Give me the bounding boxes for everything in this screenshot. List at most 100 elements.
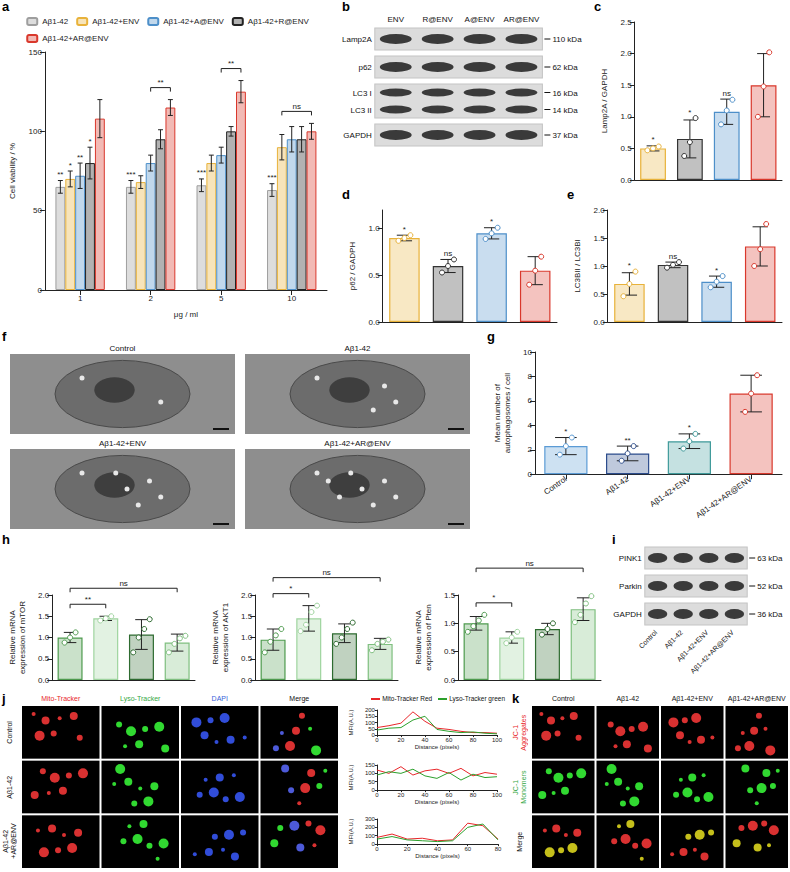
svg-text:40: 40 <box>422 792 429 798</box>
svg-text:1.0: 1.0 <box>241 633 253 642</box>
svg-text:100: 100 <box>28 127 42 136</box>
svg-text:20: 20 <box>398 737 405 743</box>
svg-text:Aβ1-42: Aβ1-42 <box>604 474 631 497</box>
svg-text:LC3 II: LC3 II <box>350 106 371 115</box>
svg-text:80: 80 <box>495 846 502 852</box>
svg-text:*: * <box>715 266 718 275</box>
svg-text:0: 0 <box>528 470 533 479</box>
svg-text:1.0: 1.0 <box>444 619 456 628</box>
svg-text:1.0: 1.0 <box>620 112 632 121</box>
svg-text:110 kDa: 110 kDa <box>552 35 582 44</box>
svg-text:LC3 I: LC3 I <box>353 89 372 98</box>
svg-text:ns: ns <box>723 89 731 98</box>
svg-text:Relative mRNA: Relative mRNA <box>211 610 220 665</box>
svg-text:0.0: 0.0 <box>368 318 380 327</box>
svg-text:Aβ1-42+ENV: Aβ1-42+ENV <box>92 17 140 26</box>
svg-text:**: ** <box>57 170 63 179</box>
svg-text:*: * <box>490 217 493 226</box>
svg-text:0.5: 0.5 <box>620 144 632 153</box>
svg-text:ns: ns <box>444 249 452 258</box>
svg-text:10: 10 <box>523 348 532 357</box>
svg-text:Aβ1-42+ENV: Aβ1-42+ENV <box>99 439 147 448</box>
svg-text:0: 0 <box>375 846 379 852</box>
svg-text:2.0: 2.0 <box>241 591 253 600</box>
svg-text:80: 80 <box>470 792 477 798</box>
svg-text:0.5: 0.5 <box>444 647 456 656</box>
svg-text:0.0: 0.0 <box>593 318 605 327</box>
svg-text:MFI(A.U.): MFI(A.U.) <box>348 710 354 736</box>
svg-text:10: 10 <box>287 294 296 303</box>
svg-text:Control: Control <box>110 344 136 353</box>
svg-text:Relative mRNA: Relative mRNA <box>8 610 17 665</box>
svg-text:60: 60 <box>446 737 453 743</box>
svg-text:200: 200 <box>365 825 376 831</box>
svg-text:40: 40 <box>434 846 441 852</box>
svg-text:150: 150 <box>365 713 376 719</box>
svg-text:150: 150 <box>365 762 376 768</box>
svg-text:16 kDa: 16 kDa <box>552 89 578 98</box>
svg-text:62 kDa: 62 kDa <box>552 63 578 72</box>
svg-text:p62 / GADPH: p62 / GADPH <box>348 242 357 291</box>
svg-text:1.5: 1.5 <box>38 612 50 621</box>
svg-text:0.5: 0.5 <box>593 290 605 299</box>
svg-text:60: 60 <box>464 846 471 852</box>
svg-text:*: * <box>688 423 691 432</box>
svg-text:expression of Pten: expression of Pten <box>424 604 433 670</box>
svg-text:2.0: 2.0 <box>593 206 605 215</box>
svg-text:*: * <box>688 108 691 117</box>
svg-text:Mean number of: Mean number of <box>493 383 502 442</box>
svg-text:expression of AKT1: expression of AKT1 <box>221 602 230 672</box>
svg-text:100: 100 <box>365 770 376 776</box>
svg-text:Lamp2A / GAPDH: Lamp2A / GAPDH <box>600 69 609 134</box>
svg-text:37 kDa: 37 kDa <box>552 131 578 140</box>
svg-text:**: ** <box>77 153 83 162</box>
svg-text:0.5: 0.5 <box>241 654 253 663</box>
svg-text:52 kDa: 52 kDa <box>757 582 783 591</box>
svg-text:GAPDH: GAPDH <box>613 610 642 619</box>
svg-text:**: ** <box>85 595 91 604</box>
svg-text:0.0: 0.0 <box>38 676 50 685</box>
svg-text:***: *** <box>267 173 276 182</box>
svg-text:50: 50 <box>368 778 375 784</box>
svg-text:14 kDa: 14 kDa <box>552 106 578 115</box>
svg-text:**: ** <box>228 59 234 68</box>
svg-text:5: 5 <box>219 294 224 303</box>
svg-text:36 kDa: 36 kDa <box>757 610 783 619</box>
svg-text:ns: ns <box>669 252 677 261</box>
svg-text:Aβ1-42: Aβ1-42 <box>42 17 69 26</box>
svg-text:Control: Control <box>637 628 658 649</box>
svg-text:*: * <box>628 261 631 270</box>
svg-text:R@ENV: R@ENV <box>422 15 453 24</box>
svg-text:**: ** <box>625 436 631 445</box>
svg-text:***: *** <box>197 168 206 177</box>
svg-text:ENV: ENV <box>388 15 405 24</box>
svg-text:4: 4 <box>528 421 533 430</box>
svg-text:8: 8 <box>528 372 533 381</box>
svg-text:Parkin: Parkin <box>619 582 642 591</box>
svg-text:***: *** <box>126 170 135 179</box>
svg-text:50: 50 <box>33 206 42 215</box>
svg-text:MFI(A.U.): MFI(A.U.) <box>348 819 354 845</box>
svg-text:ns: ns <box>119 579 127 588</box>
svg-text:1.0: 1.0 <box>38 633 50 642</box>
svg-text:2.5: 2.5 <box>620 18 632 27</box>
svg-text:expression of mTOR: expression of mTOR <box>18 601 27 674</box>
svg-text:*: * <box>69 161 72 170</box>
svg-text:100: 100 <box>365 720 376 726</box>
svg-text:150: 150 <box>28 48 42 57</box>
svg-text:Lamp2A: Lamp2A <box>342 35 372 44</box>
svg-text:*: * <box>289 584 292 593</box>
svg-text:Aβ1-42+ENV: Aβ1-42+ENV <box>648 474 692 509</box>
svg-text:63 kDa: 63 kDa <box>757 554 783 563</box>
svg-text:1.5: 1.5 <box>593 234 605 243</box>
svg-text:0: 0 <box>37 286 42 295</box>
svg-text:20: 20 <box>404 846 411 852</box>
svg-text:50: 50 <box>368 726 375 732</box>
svg-text:0.0: 0.0 <box>241 676 253 685</box>
svg-text:1.0: 1.0 <box>368 224 380 233</box>
svg-text:80: 80 <box>470 737 477 743</box>
svg-text:A@ENV: A@ENV <box>465 15 496 24</box>
svg-text:ns: ns <box>322 568 330 577</box>
svg-text:*: * <box>492 593 495 602</box>
svg-text:Aβ1-42+AR@ENV: Aβ1-42+AR@ENV <box>689 629 736 676</box>
